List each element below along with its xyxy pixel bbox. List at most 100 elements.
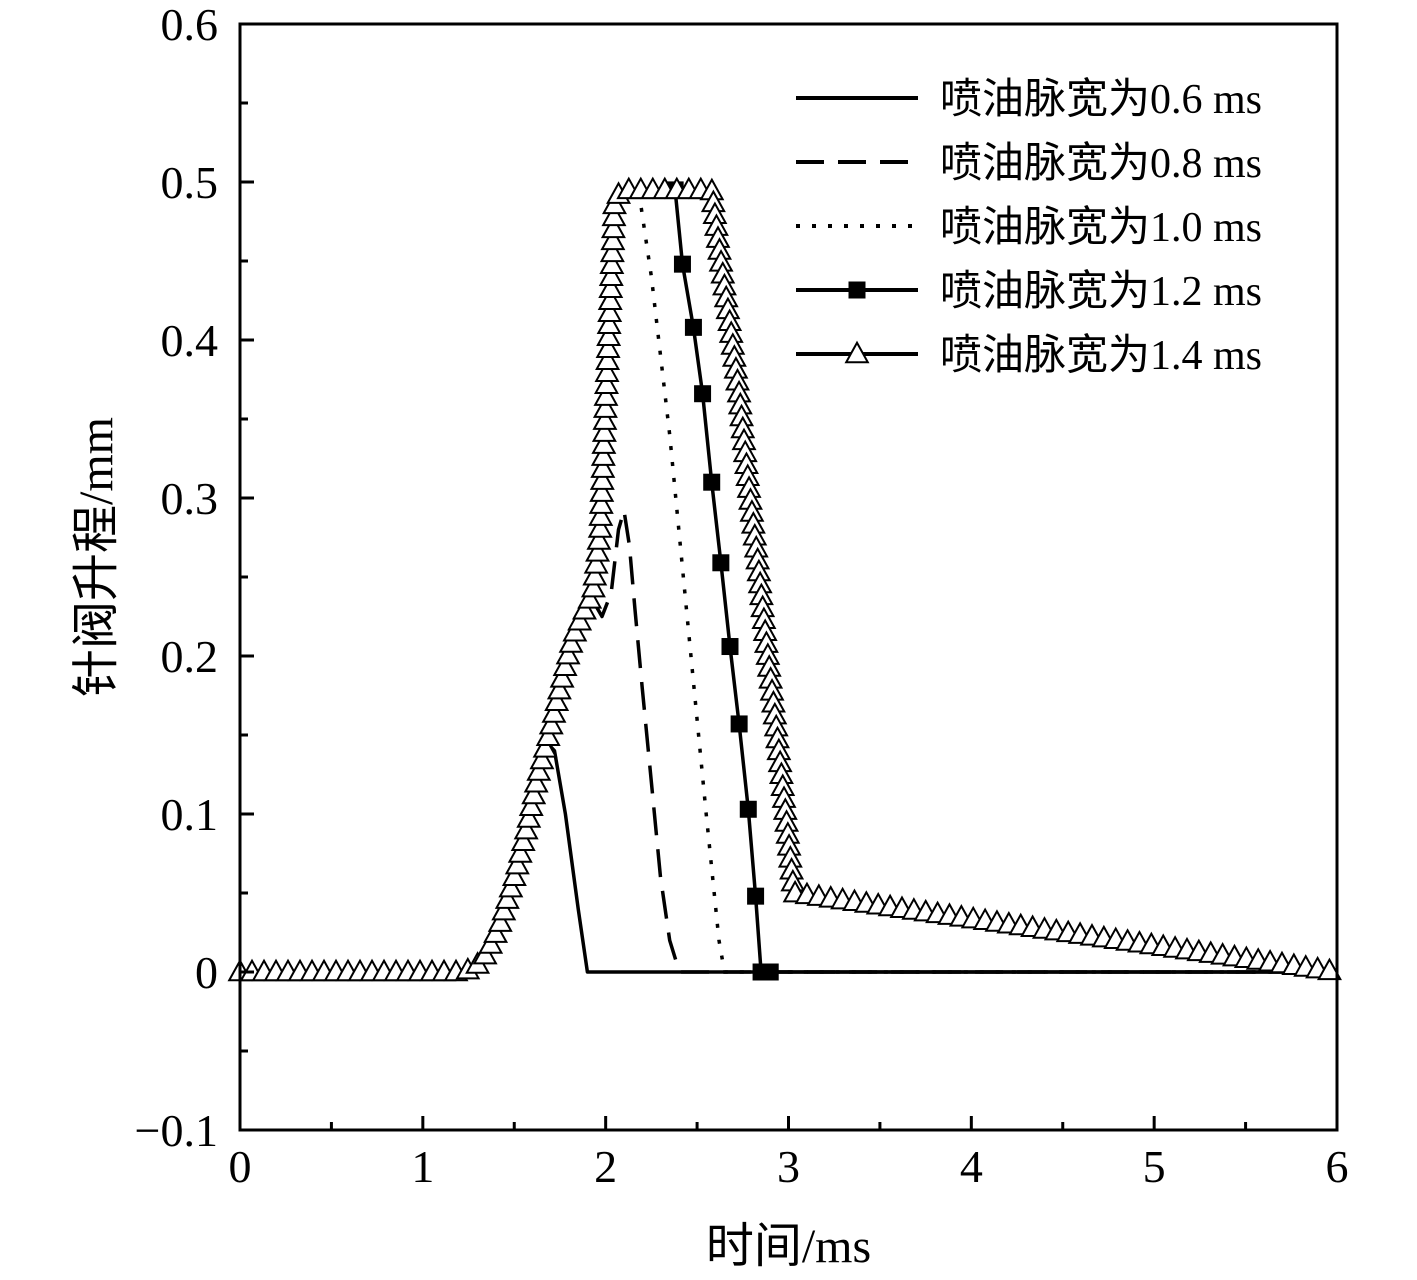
series-markers-5 <box>227 176 1342 982</box>
data-point-marker <box>498 874 524 898</box>
y-tick-label: −0.1 <box>135 1105 218 1156</box>
data-point-marker <box>592 395 618 418</box>
y-tick-label: 0 <box>195 947 218 998</box>
data-point-marker <box>580 574 606 598</box>
data-point-marker <box>673 255 691 273</box>
x-tick-label: 3 <box>777 1141 800 1192</box>
plot-markers <box>227 176 1342 982</box>
data-point-marker <box>513 816 539 840</box>
data-point-marker <box>521 781 547 805</box>
data-point-marker <box>597 287 623 311</box>
plot-frame <box>238 22 1339 1132</box>
data-point-marker <box>538 711 564 735</box>
legend-item: 喷油脉宽为1.0 ms <box>796 204 1262 251</box>
data-point-marker <box>591 431 617 454</box>
data-point-marker <box>523 769 549 793</box>
legend-label: 喷油脉宽为0.8 ms <box>940 140 1262 187</box>
data-point-marker <box>541 700 567 723</box>
data-point-marker <box>598 275 624 299</box>
data-point-marker <box>593 371 619 394</box>
legend-label: 喷油脉宽为1.4 ms <box>940 332 1262 379</box>
y-tick-label: 0.1 <box>161 789 219 840</box>
data-point-marker <box>549 665 575 688</box>
data-point-marker <box>590 443 616 466</box>
data-point-marker <box>600 215 626 239</box>
y-tick-label: 0.6 <box>161 0 219 50</box>
legend: 喷油脉宽为0.6 ms 喷油脉宽为0.8 ms 喷油脉宽为1.0 ms 喷油脉宽为1.… <box>796 76 1262 379</box>
legend-label: 喷油脉宽为1.0 ms <box>940 204 1262 251</box>
data-point-marker <box>544 688 570 712</box>
data-point-marker <box>555 641 581 665</box>
data-point-marker <box>558 630 584 653</box>
x-tick-label: 4 <box>960 1141 983 1192</box>
data-point-marker <box>703 473 721 491</box>
data-point-marker <box>684 318 702 336</box>
data-point-marker <box>588 491 614 514</box>
data-point-marker <box>501 863 527 886</box>
legend-item: 喷油脉宽为1.2 ms <box>796 268 1262 315</box>
data-point-marker <box>552 653 578 677</box>
data-point-marker <box>747 887 765 905</box>
data-point-marker <box>562 618 588 642</box>
data-point-marker <box>599 251 625 275</box>
data-point-marker <box>730 715 748 733</box>
data-point-marker <box>593 383 619 406</box>
data-point-marker <box>598 263 624 287</box>
data-point-marker <box>571 596 597 620</box>
data-point-marker <box>595 335 621 358</box>
data-point-marker <box>596 311 622 334</box>
x-tick-label: 5 <box>1143 1141 1166 1192</box>
data-point-marker <box>592 407 618 430</box>
data-point-marker <box>594 359 620 382</box>
data-point-marker <box>589 467 615 490</box>
legend-marker <box>844 340 870 364</box>
data-point-marker <box>596 323 622 346</box>
data-point-marker <box>504 851 530 875</box>
data-point-marker <box>591 419 617 442</box>
data-point-marker <box>518 793 544 816</box>
data-point-marker <box>487 909 513 932</box>
data-point-marker <box>532 735 558 758</box>
data-point-marker <box>516 805 542 828</box>
x-tick-label: 1 <box>411 1141 434 1192</box>
data-point-marker <box>712 554 730 572</box>
y-tick-label: 0.2 <box>161 631 219 682</box>
legend-item: 喷油脉宽为0.6 ms <box>796 76 1262 123</box>
x-tick-label: 6 <box>1326 1141 1349 1192</box>
data-point-marker <box>585 539 611 562</box>
y-axis-title: 针阀升程/mm <box>70 417 123 697</box>
data-point-marker <box>739 800 757 818</box>
legend-marker <box>848 281 866 299</box>
data-point-marker <box>567 607 593 631</box>
x-tick-label: 0 <box>229 1141 252 1192</box>
data-point-marker <box>601 203 627 227</box>
axis-tick-labels: 0 1 2 3 4 5 6−0.100.10.20.30.40.50.6 <box>135 0 1349 1192</box>
data-point-marker <box>582 562 608 586</box>
data-point-marker <box>526 758 552 781</box>
data-point-marker <box>483 920 509 943</box>
legend-label: 喷油脉宽为1.2 ms <box>940 268 1262 315</box>
data-point-marker <box>600 227 626 251</box>
x-tick-label: 2 <box>594 1141 617 1192</box>
data-point-marker <box>761 963 779 981</box>
series-line-2 <box>240 508 1337 974</box>
data-point-marker <box>588 503 614 526</box>
axis-ticks <box>238 22 1339 1132</box>
x-axis-title: 时间/ms <box>706 1220 871 1273</box>
legend-item: 喷油脉宽为1.4 ms <box>796 332 1262 379</box>
data-point-marker <box>597 299 623 323</box>
data-point-marker <box>577 586 603 609</box>
data-point-marker <box>529 746 555 770</box>
y-tick-label: 0.3 <box>161 473 219 524</box>
data-point-marker <box>494 886 520 909</box>
data-point-marker <box>478 931 504 954</box>
data-point-marker <box>507 840 533 863</box>
data-point-marker <box>694 385 712 403</box>
data-point-marker <box>599 239 625 263</box>
data-point-marker <box>586 527 612 550</box>
data-point-marker <box>1316 957 1342 981</box>
data-point-marker <box>595 347 621 370</box>
legend-label: 喷油脉宽为0.6 ms <box>940 76 1262 123</box>
data-point-marker <box>590 455 616 478</box>
